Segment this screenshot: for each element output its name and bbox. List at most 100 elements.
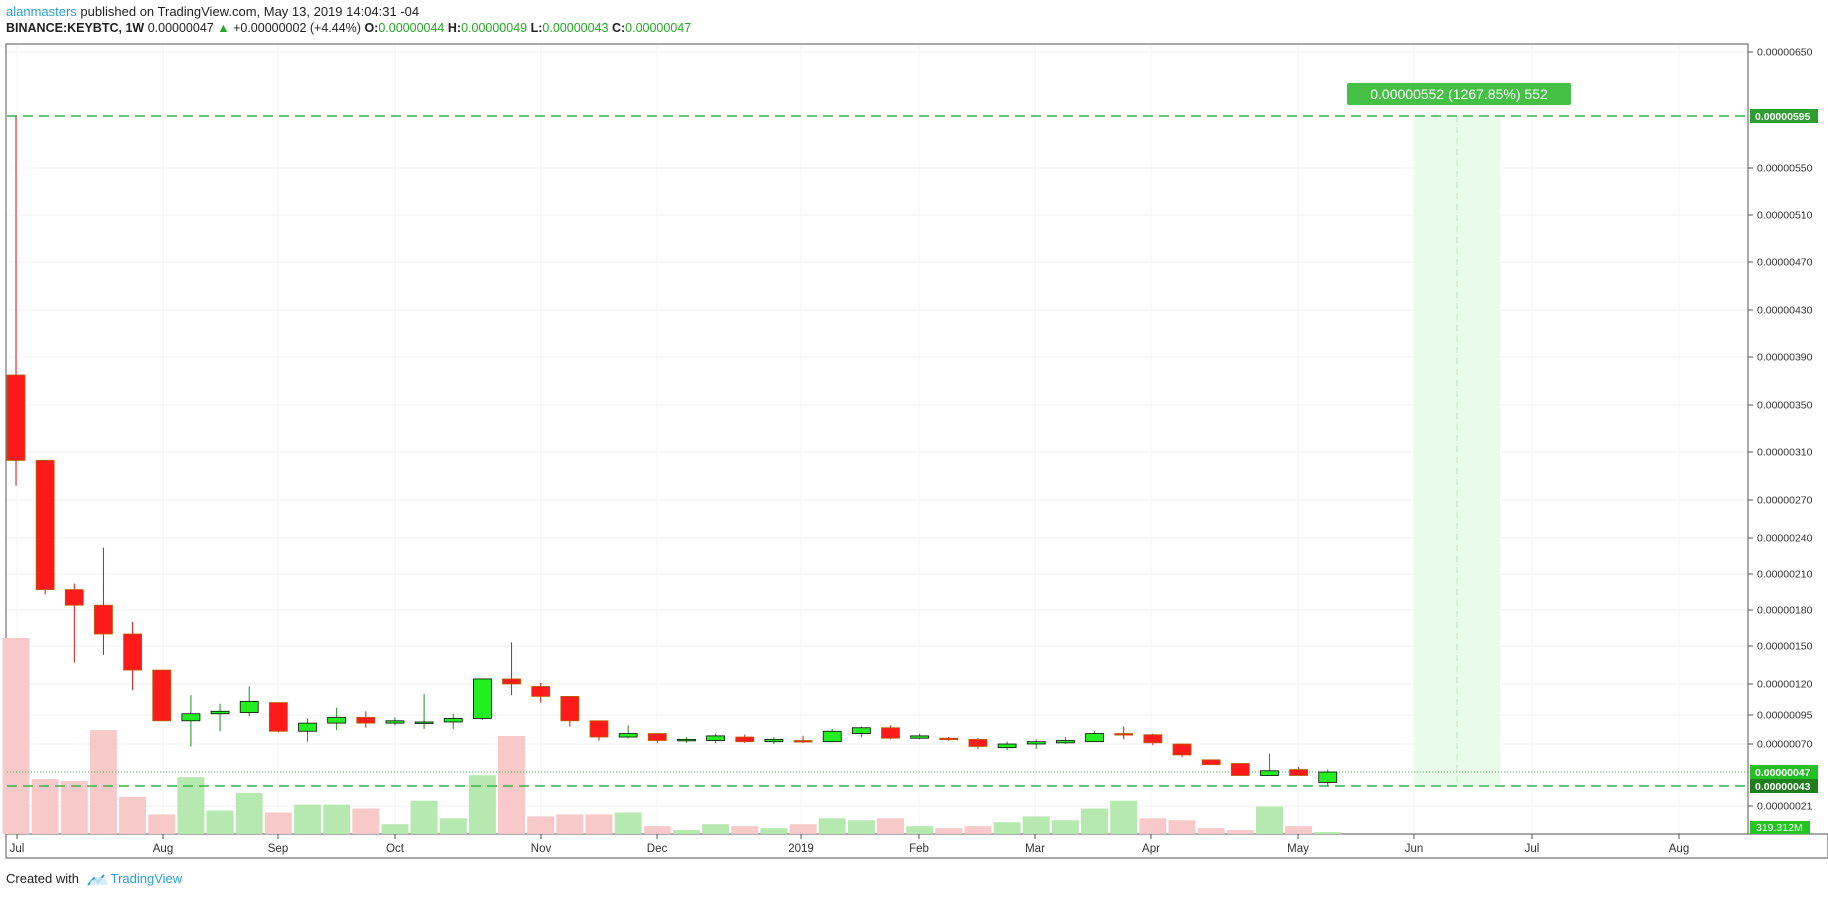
- volume-bar: [148, 814, 176, 834]
- y-tick-label: 0.00000120: [1757, 679, 1813, 691]
- volume-bar: [556, 814, 584, 834]
- volume-bar: [672, 830, 700, 834]
- candle-body[interactable]: [268, 702, 288, 732]
- high-label: H:: [447, 21, 462, 35]
- volume-bar: [1168, 820, 1196, 834]
- candle-body[interactable]: [35, 459, 55, 590]
- candle-body[interactable]: [239, 700, 259, 713]
- candle-body[interactable]: [1085, 733, 1104, 743]
- candle-body[interactable]: [327, 716, 347, 724]
- x-tick-label: Dec: [647, 843, 668, 855]
- candle-body[interactable]: [472, 678, 492, 719]
- close-value: 0.00000047: [625, 21, 692, 35]
- volume-bar: [1285, 826, 1313, 834]
- candle-body[interactable]: [181, 713, 201, 722]
- x-tick-label: Jul: [1525, 843, 1540, 855]
- candle-body[interactable]: [356, 716, 376, 724]
- high-value: 0.00000049: [461, 21, 528, 35]
- x-tick-label: Aug: [153, 843, 173, 855]
- y-tick-label: 0.00000310: [1757, 447, 1813, 459]
- candle-body[interactable]: [822, 730, 842, 743]
- measure-label: 0.00000552 (1267.85%) 552: [1370, 86, 1548, 102]
- footer: Created with TradingView: [6, 871, 182, 886]
- candle-body[interactable]: [1143, 734, 1163, 744]
- candle-body[interactable]: [968, 738, 988, 747]
- candle-body[interactable]: [64, 589, 84, 606]
- candle-body[interactable]: [1201, 759, 1221, 766]
- volume-bar: [498, 736, 526, 834]
- volume-bar: [643, 826, 671, 834]
- candle-body[interactable]: [589, 720, 609, 738]
- x-tick-label: Nov: [531, 843, 552, 855]
- candle-body[interactable]: [939, 737, 959, 741]
- candle-body[interactable]: [1318, 771, 1338, 783]
- y-tick-label: 0.00000270: [1757, 495, 1813, 507]
- candle-body[interactable]: [677, 738, 696, 742]
- x-tick-label: Sep: [268, 843, 288, 855]
- y-tick-label: 0.00000210: [1757, 569, 1813, 581]
- volume-bar: [294, 804, 321, 834]
- volume-bar: [1314, 832, 1342, 834]
- volume-bar: [352, 808, 380, 834]
- x-tick-label: Feb: [909, 843, 929, 855]
- candle-body[interactable]: [618, 733, 638, 738]
- volume-bar: [2, 638, 30, 834]
- candle-body[interactable]: [123, 633, 142, 671]
- candle-body[interactable]: [881, 727, 900, 739]
- candle-body[interactable]: [560, 696, 580, 722]
- candle-body[interactable]: [298, 722, 317, 732]
- volume-bar: [468, 775, 496, 834]
- volume-bar: [264, 812, 292, 834]
- target-price-label-box: [1750, 109, 1818, 123]
- volume-bar: [1226, 830, 1254, 834]
- candle-body[interactable]: [1289, 769, 1308, 776]
- candle-body[interactable]: [735, 736, 755, 743]
- x-tick-label: Apr: [1142, 843, 1160, 855]
- low-value: 0.00000043: [542, 21, 609, 35]
- x-tick-label: Jun: [1405, 843, 1424, 855]
- support-price-label: 0.00000043: [1755, 781, 1811, 793]
- candle-body[interactable]: [997, 743, 1017, 749]
- candle-body[interactable]: [1026, 741, 1046, 745]
- candle-body[interactable]: [1260, 770, 1279, 776]
- candle-body[interactable]: [647, 733, 667, 741]
- candle-body[interactable]: [6, 374, 26, 461]
- symbol-legend: BINANCE:KEYBTC, 1W 0.00000047 ▲ +0.00000…: [6, 21, 691, 35]
- candle-body[interactable]: [502, 678, 521, 685]
- open-value: 0.00000044: [378, 21, 445, 35]
- candle-body[interactable]: [152, 669, 172, 722]
- candle-body[interactable]: [414, 721, 434, 724]
- candle-body[interactable]: [764, 738, 784, 743]
- candle-body[interactable]: [851, 727, 871, 734]
- candle-body[interactable]: [1172, 743, 1192, 756]
- volume-bar: [789, 824, 817, 834]
- candle-body[interactable]: [1114, 733, 1134, 736]
- author-link[interactable]: alanmasters: [6, 4, 77, 19]
- candle-body[interactable]: [531, 686, 551, 697]
- tradingview-brand[interactable]: TradingView: [110, 871, 183, 886]
- candle-body[interactable]: [706, 735, 725, 741]
- volume-bar: [410, 800, 438, 834]
- symbol-name[interactable]: BINANCE:KEYBTC, 1W: [6, 21, 145, 35]
- y-tick-label: 0.00000510: [1757, 210, 1813, 222]
- price-chart[interactable]: 0.00000650 0.00000550 0.00000510 0.00000470…: [0, 0, 1828, 866]
- y-tick-label: 0.00000070: [1757, 739, 1813, 751]
- candle-body[interactable]: [910, 735, 930, 739]
- candle-body[interactable]: [793, 740, 813, 743]
- candle-body[interactable]: [1230, 763, 1250, 776]
- candle-body[interactable]: [210, 710, 230, 715]
- volume-bar: [60, 781, 88, 834]
- candle-body[interactable]: [94, 604, 113, 635]
- volume-bar: [847, 820, 875, 834]
- y-tick-label: 0.00000095: [1757, 710, 1813, 722]
- candle-body[interactable]: [385, 720, 405, 724]
- candle-body[interactable]: [443, 718, 463, 723]
- volume-bar: [1139, 818, 1167, 834]
- y-tick-label: 0.00000021: [1757, 801, 1813, 813]
- y-tick-label: 0.00000650: [1757, 47, 1813, 59]
- volume-bar: [527, 816, 555, 834]
- candle-body[interactable]: [1056, 740, 1075, 744]
- low-label: L:: [530, 21, 543, 35]
- volume-bar: [381, 824, 409, 834]
- volume-bar: [1255, 806, 1283, 834]
